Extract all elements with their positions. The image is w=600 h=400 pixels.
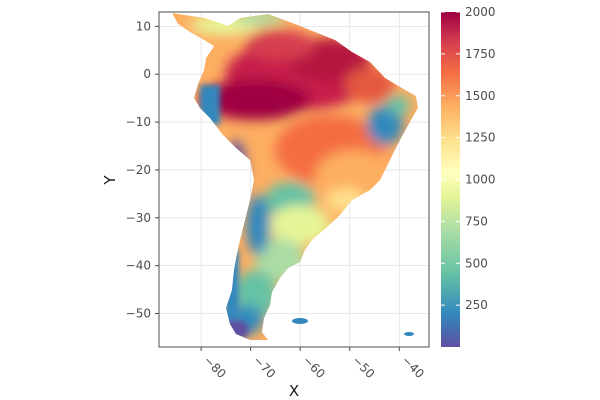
panel-frame	[158, 11, 430, 348]
south-georgia-island	[404, 332, 414, 336]
colorbar-tick-label: 1250	[465, 131, 496, 145]
y-tick-label: −40	[126, 259, 151, 273]
colorbar-tick-label: 250	[465, 298, 488, 312]
colorbar-tick-label: 1000	[465, 173, 496, 187]
colorbar-tick-label: 1750	[465, 47, 496, 61]
colorbar-legend: 250 500 750 1000 1250 1500 1750 2000	[441, 5, 496, 347]
x-tick-label: −80	[201, 353, 229, 381]
x-axis-title: X	[289, 382, 299, 400]
x-tick-label: −60	[300, 353, 328, 381]
y-tick-label: −50	[126, 307, 151, 321]
colorbar-tick-label: 500	[465, 256, 488, 270]
x-tick-label: −70	[251, 353, 279, 381]
y-axis: 10 0 −10 −20 −30 −40 −50	[126, 19, 159, 321]
heatmap-raster	[172, 13, 418, 340]
colorbar-gradient	[441, 12, 460, 347]
colorbar-tick-label: 750	[465, 214, 488, 228]
x-axis: −80 −70 −60 −50 −40	[200, 347, 427, 381]
y-tick-label: 10	[136, 19, 151, 33]
y-tick-label: −10	[126, 115, 151, 129]
x-tick-label: −40	[399, 353, 427, 381]
colorbar-ticks: 250 500 750 1000 1250 1500 1750 2000	[441, 5, 496, 312]
colorbar-tick-label: 2000	[465, 5, 496, 19]
y-tick-label: 0	[143, 67, 151, 81]
x-tick-label: −50	[350, 353, 378, 381]
y-tick-label: −30	[126, 211, 151, 225]
y-tick-label: −20	[126, 163, 151, 177]
y-axis-title: Y	[101, 175, 119, 186]
colorbar-tick-label: 1500	[465, 89, 496, 103]
falkland-islands	[292, 318, 308, 324]
